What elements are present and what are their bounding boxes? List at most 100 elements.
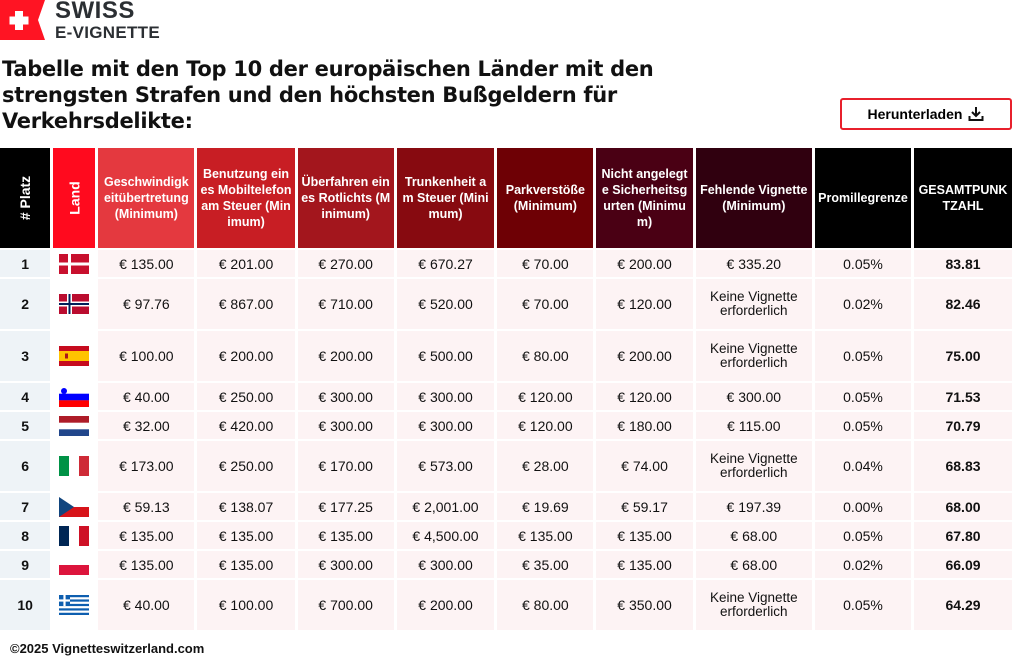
total-cell: 83.81 <box>914 250 1012 277</box>
total-cell: 71.53 <box>914 383 1012 410</box>
value-cell: € 68.00 <box>695 522 812 549</box>
flag-nl-icon <box>59 415 90 436</box>
total-cell: 68.00 <box>914 493 1012 520</box>
rank-cell: 1 <box>0 250 51 277</box>
value-cell: € 300.00 <box>297 551 394 578</box>
value-cell: € 180.00 <box>596 412 693 439</box>
value-cell: € 100.00 <box>197 580 295 630</box>
column-header: Geschwindigkeitübertretung (Minimum) <box>98 148 195 248</box>
value-cell: € 80.00 <box>497 331 594 381</box>
value-cell: € 500.00 <box>396 331 495 381</box>
column-header: Land <box>53 148 96 248</box>
value-cell: 0.02% <box>814 279 912 329</box>
table-row: 4 € 40.00 € 250.00 € 300.00 € 300.00 € 120.00… <box>0 383 1012 410</box>
value-cell: € 120.00 <box>596 383 693 410</box>
column-header-label: GESAMTPUNKTZAHL <box>918 183 1008 213</box>
value-cell: € 68.00 <box>695 551 812 578</box>
value-cell: € 135.00 <box>596 522 693 549</box>
column-header: Überfahren eines Rotlichts (Minimum) <box>297 148 394 248</box>
column-header: Parkverstöße (Minimum) <box>497 148 594 248</box>
value-cell: 0.05% <box>814 331 912 381</box>
value-cell: € 573.00 <box>396 441 495 491</box>
total-cell: 70.79 <box>914 412 1012 439</box>
flag-es-icon <box>59 346 90 366</box>
swiss-flag-icon <box>0 0 45 40</box>
value-cell: € 200.00 <box>396 580 495 630</box>
value-cell: € 135.00 <box>297 522 394 549</box>
column-header-label: Parkverstöße (Minimum) <box>505 183 585 213</box>
rank-cell: 10 <box>0 580 51 630</box>
value-cell: € 300.00 <box>297 383 394 410</box>
flag-dk-icon <box>59 253 90 274</box>
rank-cell: 8 <box>0 522 51 549</box>
table-row: 7 € 59.13 € 138.07 € 177.25 € 2,001.00 € 19.6… <box>0 493 1012 520</box>
column-header: GESAMTPUNKTZAHL <box>914 148 1012 248</box>
download-icon <box>968 107 984 121</box>
value-cell: € 32.00 <box>98 412 195 439</box>
value-cell: € 173.00 <box>98 441 195 491</box>
country-cell <box>53 279 96 329</box>
value-cell: € 120.00 <box>596 279 693 329</box>
rank-cell: 9 <box>0 551 51 578</box>
value-cell: € 100.00 <box>98 331 195 381</box>
country-cell <box>53 383 96 410</box>
table-row: 10 € 40.00 € 100.00 € 700.00 € 200.00 € 80.00… <box>0 580 1012 630</box>
column-header-label: Fehlende Vignette (Minimum) <box>700 183 808 213</box>
logo-line2: E-VIGNETTE <box>55 23 161 42</box>
value-cell: Keine Vignette erforderlich <box>695 580 812 630</box>
country-cell <box>53 551 96 578</box>
value-cell: € 74.00 <box>596 441 693 491</box>
download-label: Herunterladen <box>867 106 963 122</box>
country-cell <box>53 412 96 439</box>
value-cell: € 135.00 <box>197 551 295 578</box>
value-cell: € 59.17 <box>596 493 693 520</box>
value-cell: € 135.00 <box>197 522 295 549</box>
value-cell: € 200.00 <box>596 331 693 381</box>
page-title: Tabelle mit den Top 10 der europäischen … <box>2 57 654 133</box>
column-header: Nicht angelegte Sicherheitsgurten (Minim… <box>596 148 693 248</box>
total-cell: 75.00 <box>914 331 1012 381</box>
rank-cell: 6 <box>0 441 51 491</box>
value-cell: € 170.00 <box>297 441 394 491</box>
value-cell: 0.05% <box>814 383 912 410</box>
value-cell: € 300.00 <box>695 383 812 410</box>
value-cell: € 4,500.00 <box>396 522 495 549</box>
value-cell: € 350.00 <box>596 580 693 630</box>
value-cell: € 135.00 <box>98 250 195 277</box>
copyright: ©2025 Vignetteswitzerland.com <box>10 641 205 656</box>
country-cell <box>53 250 96 277</box>
flag-fr-icon <box>59 525 90 546</box>
logo-line1: SWISS <box>55 0 135 24</box>
flag-gr-icon <box>59 595 90 615</box>
column-header-label: Land <box>66 180 83 215</box>
value-cell: € 200.00 <box>596 250 693 277</box>
value-cell: Keine Vignette erforderlich <box>695 279 812 329</box>
value-cell: 0.04% <box>814 441 912 491</box>
value-cell: € 120.00 <box>497 383 594 410</box>
download-button[interactable]: Herunterladen <box>840 98 1012 130</box>
value-cell: € 97.76 <box>98 279 195 329</box>
value-cell: Keine Vignette erforderlich <box>695 331 812 381</box>
rank-cell: 5 <box>0 412 51 439</box>
value-cell: € 200.00 <box>297 331 394 381</box>
value-cell: 0.05% <box>814 412 912 439</box>
value-cell: € 135.00 <box>98 522 195 549</box>
table-row: 9 € 135.00 € 135.00 € 300.00 € 300.00 € 35.00… <box>0 551 1012 578</box>
fines-table: # Platz Land Geschwindigkeitübertretung (M… <box>0 146 1015 632</box>
country-cell <box>53 331 96 381</box>
value-cell: € 300.00 <box>297 412 394 439</box>
value-cell: € 867.00 <box>197 279 295 329</box>
value-cell: € 80.00 <box>497 580 594 630</box>
value-cell: € 40.00 <box>98 383 195 410</box>
flag-pl-icon <box>59 554 90 575</box>
value-cell: € 250.00 <box>197 441 295 491</box>
value-cell: 0.02% <box>814 551 912 578</box>
country-cell <box>53 493 96 520</box>
rank-cell: 3 <box>0 331 51 381</box>
flag-no-icon <box>59 294 90 314</box>
total-cell: 82.46 <box>914 279 1012 329</box>
value-cell: € 115.00 <box>695 412 812 439</box>
value-cell: € 138.07 <box>197 493 295 520</box>
column-header-label: Überfahren eines Rotlichts (Minimum) <box>301 175 391 221</box>
total-cell: 64.29 <box>914 580 1012 630</box>
